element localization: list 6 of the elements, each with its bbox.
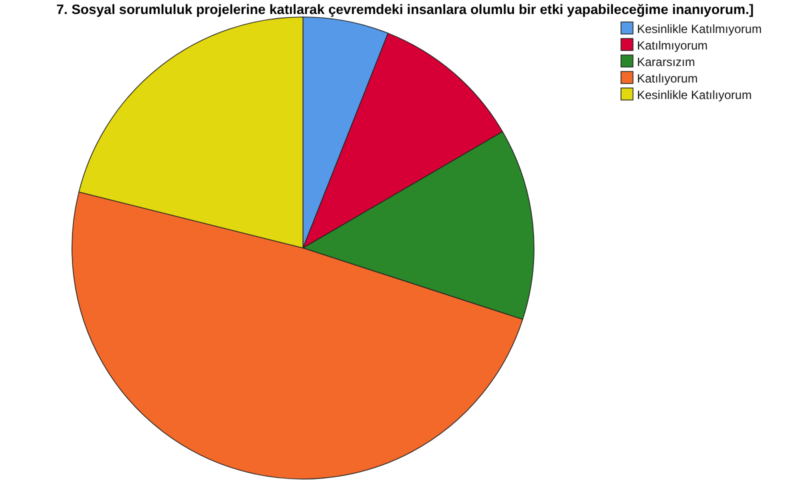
legend-label: Katılmıyorum (637, 38, 708, 52)
chart-title: 7. Sosyal sorumluluk projelerine katılarak çevremdeki insanlara olumlu bir etki yapabileceğime inanıyorum.] (56, 2, 754, 17)
legend-label: Kesinlikle Katılıyorum (637, 88, 752, 102)
legend-label: Kararsızım (637, 55, 696, 69)
legend-label: Kesinlikle Katılmıyorum (637, 22, 762, 36)
legend-label: Katılıyorum (637, 72, 698, 86)
